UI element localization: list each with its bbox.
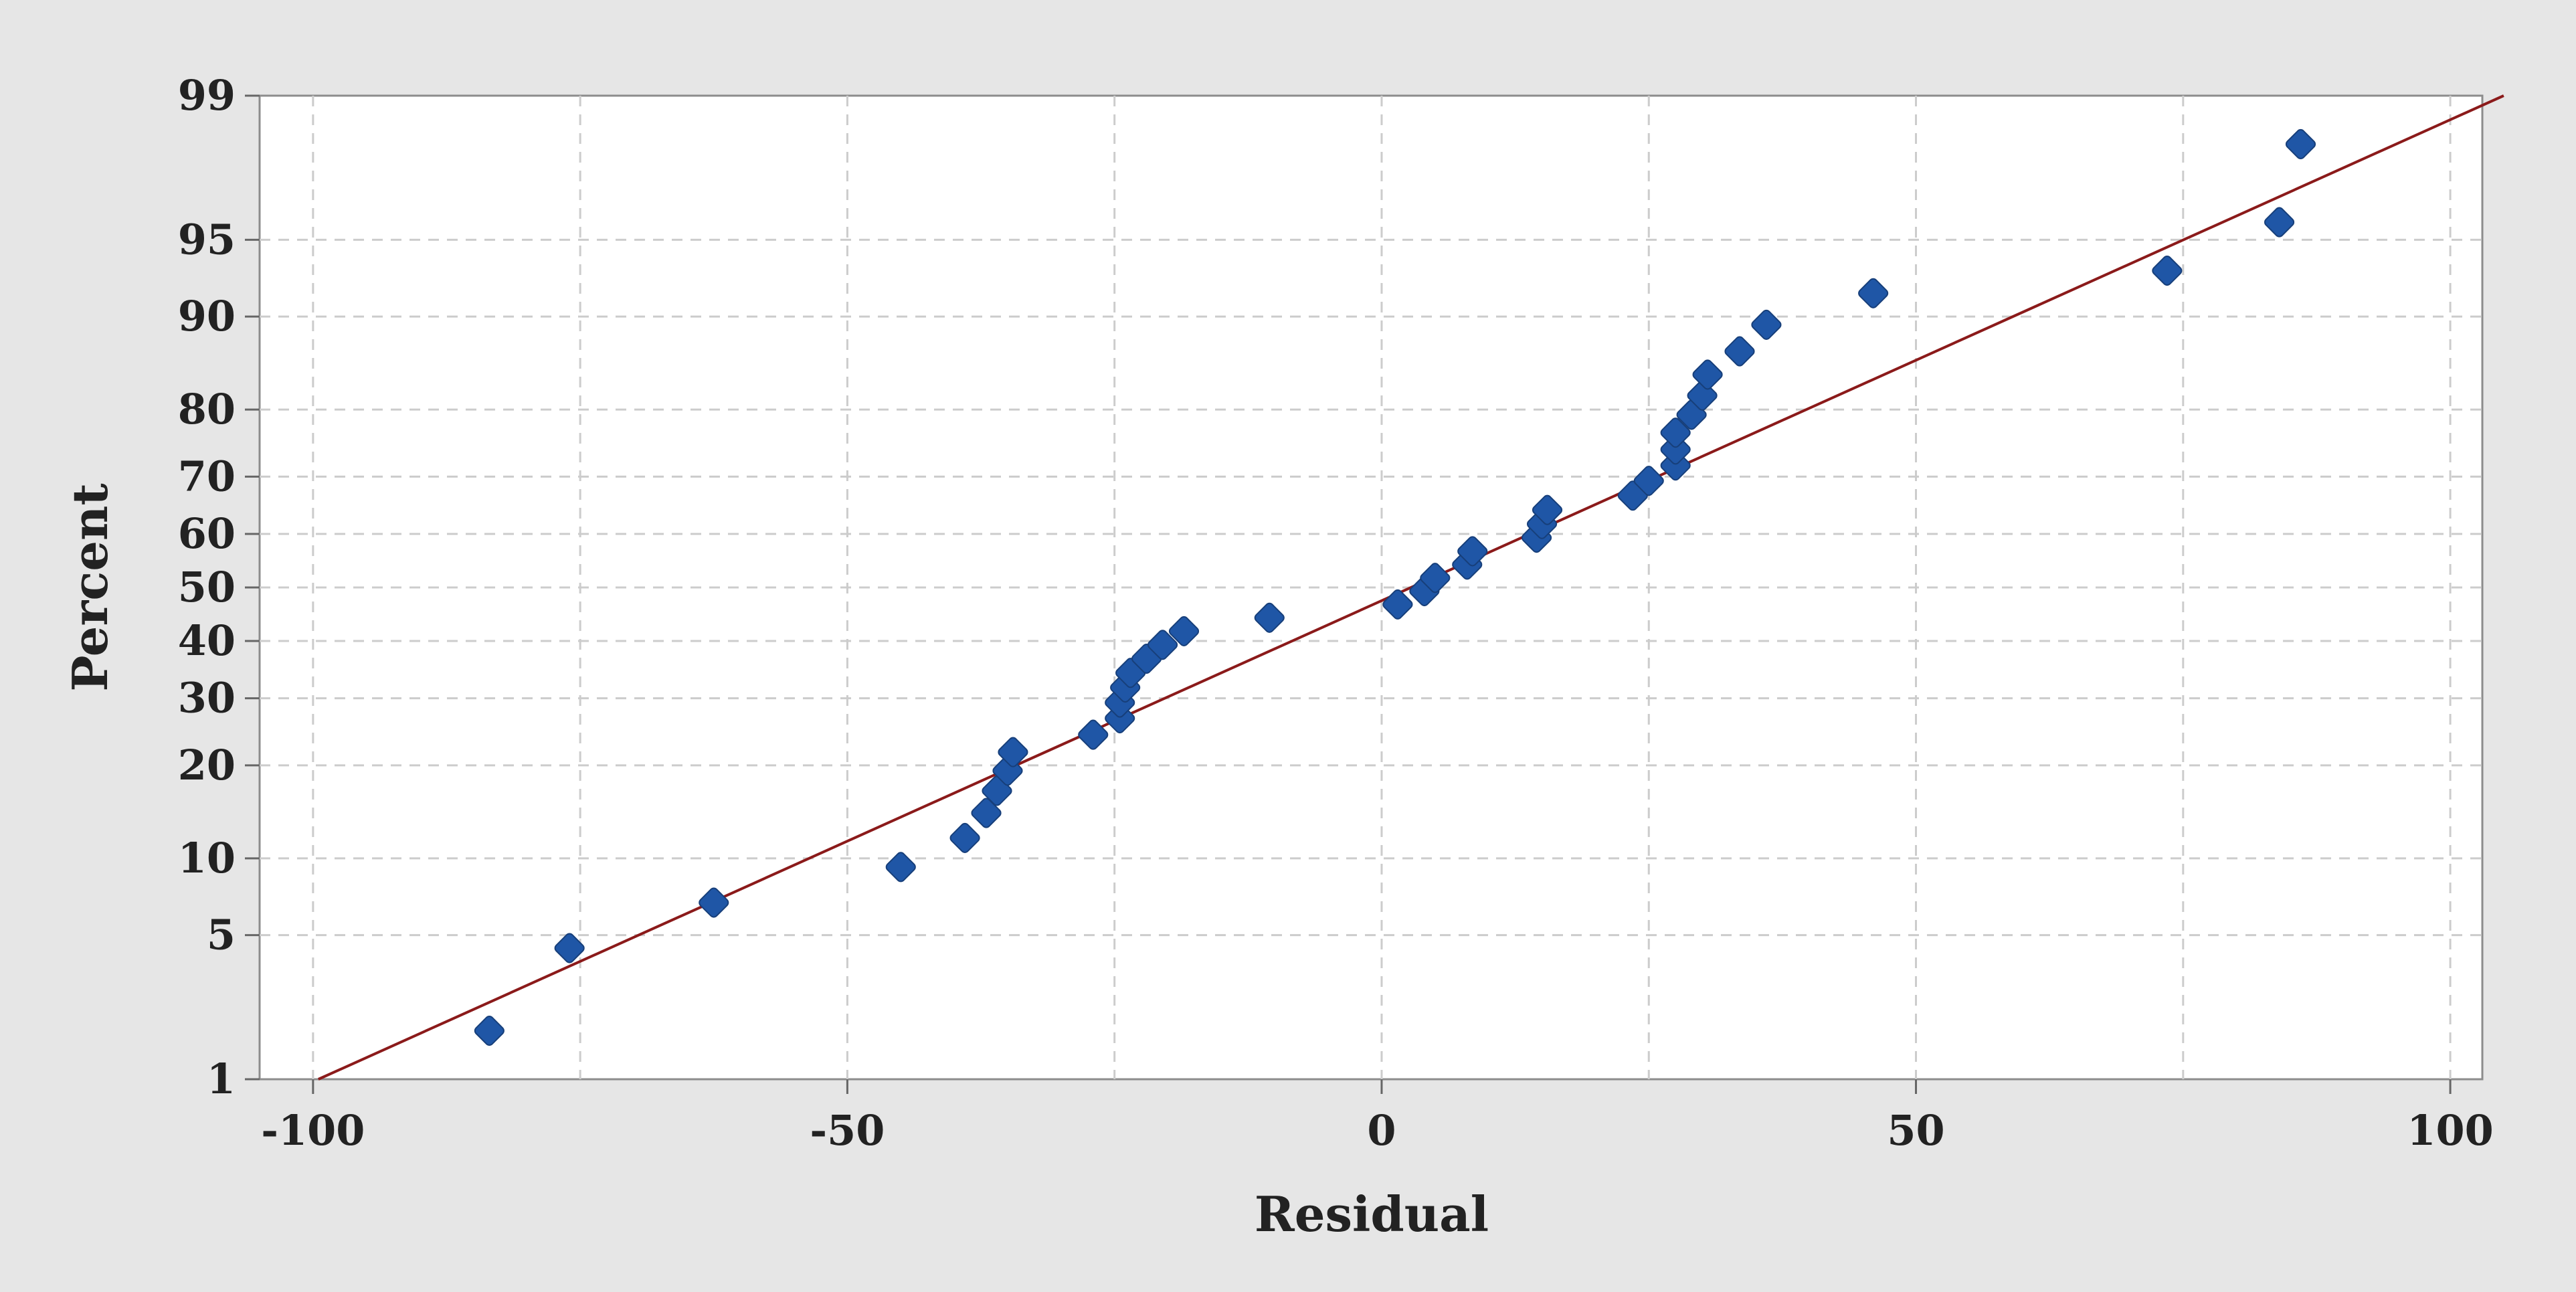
data-point (1147, 630, 1178, 660)
y-tick-label: 90 (178, 292, 236, 341)
data-point (1382, 589, 1413, 620)
data-point (1858, 278, 1889, 308)
x-tick-label: 100 (2407, 1106, 2493, 1155)
fit-line-group (318, 94, 2504, 1081)
y-tick-label: 10 (178, 834, 236, 883)
y-tick-label: 1 (207, 1054, 236, 1103)
data-point (1254, 602, 1285, 633)
data-point (885, 852, 916, 883)
y-tick-label: 95 (178, 215, 236, 264)
data-points (474, 128, 2316, 1046)
y-tick-label: 99 (178, 71, 236, 120)
data-point (1078, 719, 1109, 750)
y-tick-label: 5 (207, 911, 236, 959)
data-point (474, 1015, 504, 1046)
data-point (1532, 494, 1563, 525)
y-tick-label: 40 (178, 616, 236, 665)
data-point (1457, 536, 1488, 567)
y-tick-label: 30 (178, 674, 236, 723)
y-tick-label: 50 (178, 563, 236, 612)
data-point (1420, 563, 1451, 593)
data-point (554, 933, 585, 963)
data-point (1633, 466, 1664, 496)
y-axis-title: Percent (62, 483, 118, 691)
data-point (2264, 207, 2295, 238)
y-tick-label: 60 (178, 509, 236, 558)
data-point (1692, 359, 1723, 390)
y-tick-label: 80 (178, 385, 236, 434)
x-tick-label: 0 (1367, 1106, 1396, 1155)
data-point (949, 822, 980, 853)
y-tick-label: 20 (178, 741, 236, 790)
data-point (1660, 418, 1691, 448)
x-axis-ticks: -100 -50 0 50 100 (261, 1079, 2494, 1155)
data-point (2152, 255, 2183, 286)
data-point (998, 737, 1028, 767)
data-point (1724, 336, 1755, 367)
grid-lines (260, 96, 2482, 1079)
y-tick-label: 70 (178, 452, 236, 500)
data-point (699, 887, 729, 918)
x-axis-title: Residual (1255, 1186, 1489, 1242)
x-tick-label: -100 (261, 1106, 365, 1155)
x-tick-label: -50 (810, 1106, 885, 1155)
data-point (1168, 616, 1200, 646)
data-point (2285, 128, 2316, 160)
fit-line (318, 94, 2504, 1081)
x-tick-label: 50 (1887, 1106, 1944, 1155)
data-point (1751, 309, 1782, 340)
